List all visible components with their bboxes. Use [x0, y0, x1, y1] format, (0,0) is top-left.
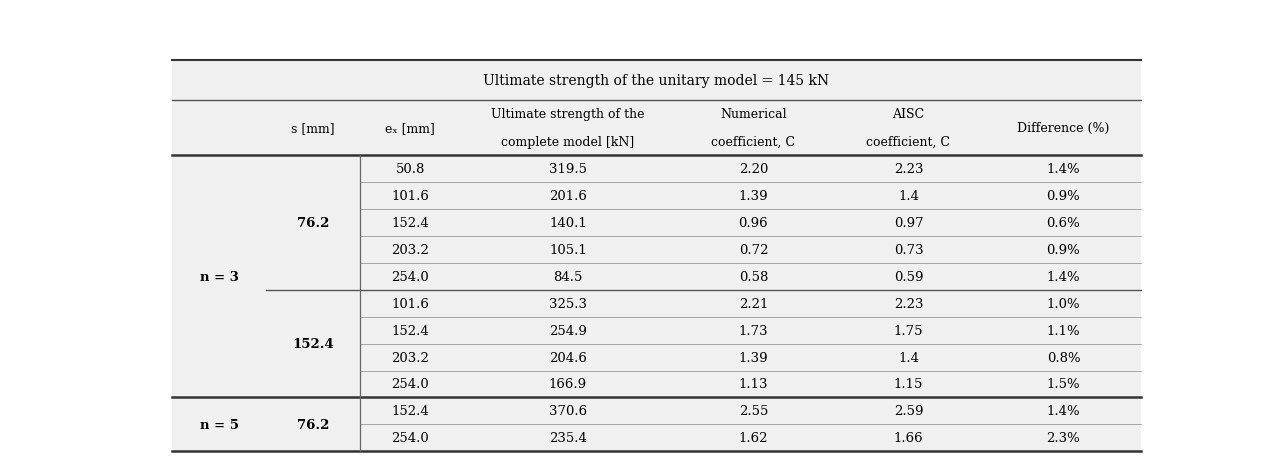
Text: 254.0: 254.0 [391, 270, 429, 283]
Text: 1.4: 1.4 [898, 351, 918, 364]
Text: 2.20: 2.20 [739, 163, 769, 176]
Text: 152.4: 152.4 [391, 324, 429, 337]
Text: 2.3%: 2.3% [1047, 431, 1080, 444]
Text: AISC: AISC [893, 108, 925, 121]
Text: 201.6: 201.6 [550, 190, 587, 202]
Text: 1.4%: 1.4% [1047, 163, 1080, 176]
Text: 0.9%: 0.9% [1047, 190, 1080, 202]
Text: Ultimate strength of the: Ultimate strength of the [491, 108, 644, 121]
Text: Ultimate strength of the unitary model = 145 kN: Ultimate strength of the unitary model =… [483, 74, 830, 88]
Text: 1.4%: 1.4% [1047, 404, 1080, 418]
Text: 1.4: 1.4 [898, 190, 918, 202]
Text: 2.55: 2.55 [739, 404, 769, 418]
Text: 0.72: 0.72 [739, 243, 769, 256]
Text: 76.2: 76.2 [297, 418, 329, 431]
Text: 166.9: 166.9 [548, 378, 587, 391]
Text: 140.1: 140.1 [550, 217, 587, 230]
Text: 2.23: 2.23 [894, 297, 924, 310]
Text: 254.0: 254.0 [391, 378, 429, 391]
Text: n = 5: n = 5 [200, 418, 238, 431]
Text: 1.39: 1.39 [739, 351, 769, 364]
Text: 319.5: 319.5 [550, 163, 587, 176]
Text: Numerical: Numerical [720, 108, 787, 121]
Text: 152.4: 152.4 [391, 217, 429, 230]
Text: 1.5%: 1.5% [1047, 378, 1080, 391]
Text: 0.9%: 0.9% [1047, 243, 1080, 256]
Text: 1.73: 1.73 [739, 324, 769, 337]
Text: coefficient, C: coefficient, C [711, 135, 796, 149]
Text: 0.58: 0.58 [739, 270, 769, 283]
Text: 1.1%: 1.1% [1047, 324, 1080, 337]
Text: 203.2: 203.2 [391, 351, 429, 364]
Text: 0.8%: 0.8% [1047, 351, 1080, 364]
Text: 101.6: 101.6 [391, 190, 429, 202]
Text: 2.59: 2.59 [894, 404, 924, 418]
Text: 50.8: 50.8 [396, 163, 425, 176]
Text: n = 3: n = 3 [200, 270, 238, 283]
Text: 325.3: 325.3 [550, 297, 587, 310]
Text: 152.4: 152.4 [391, 404, 429, 418]
Text: 235.4: 235.4 [550, 431, 587, 444]
Text: 101.6: 101.6 [391, 297, 429, 310]
Text: complete model [kN]: complete model [kN] [501, 135, 634, 149]
Text: 254.9: 254.9 [550, 324, 587, 337]
Text: eₓ [mm]: eₓ [mm] [386, 122, 436, 135]
Text: 0.73: 0.73 [894, 243, 924, 256]
Text: 1.4%: 1.4% [1047, 270, 1080, 283]
Text: 1.62: 1.62 [739, 431, 769, 444]
Text: Difference (%): Difference (%) [1017, 122, 1109, 135]
Text: 204.6: 204.6 [550, 351, 587, 364]
Text: 0.59: 0.59 [894, 270, 924, 283]
Text: 84.5: 84.5 [553, 270, 583, 283]
Text: 254.0: 254.0 [391, 431, 429, 444]
Text: 1.66: 1.66 [894, 431, 924, 444]
Text: 0.6%: 0.6% [1047, 217, 1080, 230]
Text: s [mm]: s [mm] [291, 122, 336, 135]
Text: 152.4: 152.4 [292, 337, 334, 350]
Text: 2.23: 2.23 [894, 163, 924, 176]
Text: 1.0%: 1.0% [1047, 297, 1080, 310]
Text: 1.39: 1.39 [739, 190, 769, 202]
Text: 76.2: 76.2 [297, 217, 329, 230]
Text: 0.97: 0.97 [894, 217, 924, 230]
Text: 1.75: 1.75 [894, 324, 924, 337]
Text: coefficient, C: coefficient, C [866, 135, 951, 149]
Text: 1.13: 1.13 [739, 378, 769, 391]
Text: 2.21: 2.21 [739, 297, 769, 310]
Text: 203.2: 203.2 [391, 243, 429, 256]
Text: 0.96: 0.96 [739, 217, 769, 230]
Text: 1.15: 1.15 [894, 378, 924, 391]
Text: 370.6: 370.6 [548, 404, 587, 418]
Text: 105.1: 105.1 [550, 243, 587, 256]
